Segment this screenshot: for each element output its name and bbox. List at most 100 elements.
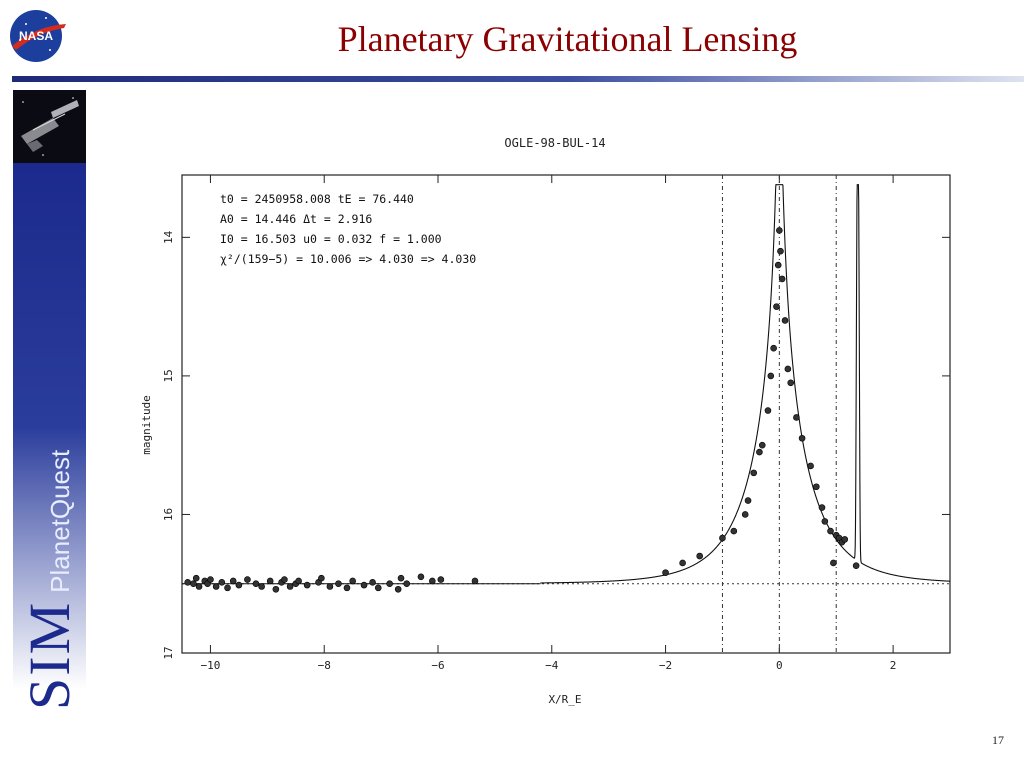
data-point xyxy=(719,534,726,542)
x-tick-label: −8 xyxy=(318,659,331,672)
data-point xyxy=(349,577,356,585)
data-point xyxy=(767,372,775,380)
data-point xyxy=(781,317,789,324)
sidebar-band xyxy=(13,163,86,689)
x-axis-label: X/R_E xyxy=(548,693,581,706)
spacecraft-icon xyxy=(13,90,86,163)
data-point xyxy=(778,275,786,283)
data-point xyxy=(798,434,806,442)
data-point xyxy=(471,577,479,585)
x-tick-label: 2 xyxy=(890,659,897,672)
nasa-logo-text: NASA xyxy=(19,29,53,43)
data-point xyxy=(343,584,351,592)
data-point xyxy=(195,583,203,590)
x-tick-label: −2 xyxy=(659,659,672,672)
data-point xyxy=(776,227,783,234)
lensing-chart: OGLE-98-BUL-14 magnitude X/R_E −10 −8 −6 −4… xyxy=(130,125,960,715)
data-point xyxy=(235,581,243,589)
annotation-line: I0 = 16.503 u0 = 0.032 f = 1.000 xyxy=(220,232,442,246)
chart-title: OGLE-98-BUL-14 xyxy=(504,136,605,150)
data-point xyxy=(286,583,294,590)
data-point xyxy=(229,577,237,585)
data-point xyxy=(335,580,342,588)
data-point xyxy=(784,365,792,373)
data-point xyxy=(258,583,265,590)
spacecraft-image xyxy=(13,90,86,163)
data-point xyxy=(852,562,860,570)
brand-planetquest: PlanetQuest xyxy=(45,449,75,593)
data-point xyxy=(756,448,763,456)
y-tick-label: 14 xyxy=(162,230,175,244)
data-point xyxy=(764,407,772,414)
data-point xyxy=(827,527,834,535)
data-point xyxy=(777,247,784,255)
data-point xyxy=(662,569,669,576)
data-point xyxy=(841,536,849,543)
data-point xyxy=(403,580,411,588)
x-tick-label: −4 xyxy=(545,659,559,672)
data-point xyxy=(793,414,800,421)
x-tick-label: 0 xyxy=(776,659,783,672)
plot-layer: −10 −8 −6 −4 −2 0 2 14 15 16 17 t0 = 2450958.008 tE… xyxy=(162,174,951,672)
y-axis-label: magnitude xyxy=(140,395,153,455)
data-point xyxy=(295,577,302,585)
data-point xyxy=(821,518,829,525)
annotation-line: χ²/(159−5) = 10.006 => 4.030 => 4.030 xyxy=(220,252,476,266)
data-point xyxy=(244,576,251,583)
data-point xyxy=(281,576,288,583)
data-point xyxy=(813,483,820,491)
brand-sim: SIM xyxy=(17,600,82,710)
data-point xyxy=(303,581,311,589)
data-point xyxy=(252,580,260,588)
data-point xyxy=(773,303,780,310)
y-tick-label: 15 xyxy=(162,369,175,382)
data-point xyxy=(192,574,200,582)
data-point xyxy=(394,585,402,593)
data-point xyxy=(369,579,376,586)
data-point xyxy=(807,462,814,470)
data-point xyxy=(787,379,795,387)
sidebar-brand: SIM PlanetQuest xyxy=(16,450,83,710)
data-point xyxy=(218,579,226,586)
data-point xyxy=(696,552,703,560)
data-point xyxy=(730,527,738,535)
nasa-meatball-icon: NASA xyxy=(10,10,66,62)
plot-frame xyxy=(181,174,951,654)
data-point xyxy=(207,576,214,583)
data-point xyxy=(397,574,405,582)
y-tick-label: 16 xyxy=(162,508,175,521)
model-curve xyxy=(540,184,951,584)
data-point xyxy=(818,504,826,511)
data-point xyxy=(224,584,231,592)
data-point xyxy=(190,580,197,588)
data-point xyxy=(744,497,752,504)
nasa-logo: NASA xyxy=(6,6,70,64)
data-point xyxy=(386,580,393,588)
data-point xyxy=(741,511,749,518)
annotation-line: A0 = 14.446 Δt = 2.916 xyxy=(220,212,372,226)
data-point xyxy=(417,573,425,581)
data-point xyxy=(374,584,382,592)
data-point xyxy=(266,577,274,585)
y-tick-label: 17 xyxy=(162,646,175,659)
data-point xyxy=(437,576,445,583)
data-point xyxy=(750,469,758,477)
data-point xyxy=(272,585,280,593)
data-point xyxy=(360,581,368,589)
slide-title: Planetary Gravitational Lensing xyxy=(337,19,798,59)
chart-svg: OGLE-98-BUL-14 magnitude X/R_E −10 −8 −6 −4… xyxy=(140,136,951,706)
data-point xyxy=(184,579,191,586)
data-point xyxy=(212,583,220,590)
data-point xyxy=(326,583,334,590)
data-point xyxy=(318,574,325,582)
data-point xyxy=(830,559,837,567)
data-point xyxy=(770,344,777,352)
page-number: 17 xyxy=(992,733,1004,747)
data-point xyxy=(758,441,766,449)
data-point xyxy=(429,577,436,585)
x-tick-label: −6 xyxy=(431,659,444,672)
annotation-line: t0 = 2450958.008 tE = 76.440 xyxy=(220,192,414,206)
data-point xyxy=(679,559,686,567)
data-point xyxy=(774,261,782,269)
x-tick-label: −10 xyxy=(201,659,221,672)
